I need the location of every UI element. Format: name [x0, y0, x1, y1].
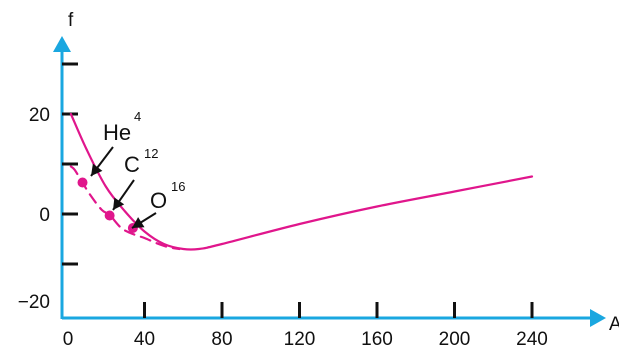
tick-labels: 0 40 80 120 160 200 240 −20 0 20	[18, 105, 548, 350]
tick-marks	[62, 62, 534, 318]
x-tick-label: 0	[63, 329, 74, 350]
annotation-label-o: O	[150, 188, 167, 213]
arrow-head-icon	[91, 163, 103, 176]
annotation-mass-c: 12	[144, 146, 158, 161]
curves	[69, 112, 534, 251]
x-axis-arrow-icon	[590, 309, 606, 327]
point-c12	[104, 210, 115, 221]
annotation-mass-he: 4	[134, 109, 141, 124]
x-tick-label: 200	[439, 329, 471, 350]
x-tick-label: 80	[211, 329, 232, 350]
annotation-label-he: He	[103, 120, 131, 145]
arrow-head-icon	[132, 217, 145, 228]
x-tick-label: 40	[134, 329, 155, 350]
point-he4	[77, 177, 88, 188]
y-tick-label: 20	[29, 105, 50, 126]
annotation-label-c: C	[124, 152, 140, 177]
y-tick-label: −20	[18, 292, 50, 313]
annotation-mass-o: 16	[171, 179, 185, 194]
nuclide-annotations: He4 C 12 O 16	[90, 109, 185, 229]
y-axis-arrow-icon	[53, 36, 71, 52]
x-tick-label: 120	[284, 329, 316, 350]
y-axis-title: f	[68, 10, 74, 31]
y-tick-label: 0	[39, 205, 50, 226]
axes: A f	[53, 10, 619, 335]
x-tick-label: 240	[516, 329, 548, 350]
x-tick-label: 160	[361, 329, 393, 350]
x-axis-title: A	[609, 314, 619, 335]
arrow-head-icon	[113, 197, 125, 210]
solid-curve	[69, 112, 534, 251]
